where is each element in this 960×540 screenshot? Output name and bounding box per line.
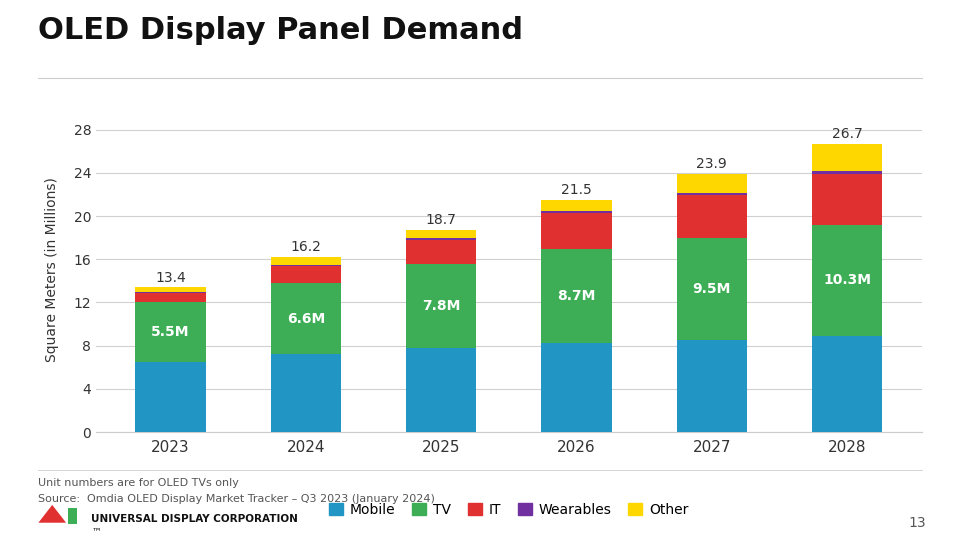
Legend: Mobile, TV, IT, Wearables, Other: Mobile, TV, IT, Wearables, Other <box>324 497 694 522</box>
Bar <box>271 354 341 432</box>
Bar <box>271 283 341 354</box>
Bar <box>541 211 612 213</box>
Bar <box>541 200 612 211</box>
Text: 5.5M: 5.5M <box>151 325 190 339</box>
Bar <box>135 293 205 302</box>
Text: 13: 13 <box>909 516 926 530</box>
Text: 13.4: 13.4 <box>156 271 186 285</box>
Bar <box>677 238 747 340</box>
Text: 9.5M: 9.5M <box>692 282 731 296</box>
Text: 10.3M: 10.3M <box>823 273 871 287</box>
Bar <box>135 302 205 362</box>
Bar <box>271 257 341 265</box>
Text: UNIVERSAL DISPLAY CORPORATION: UNIVERSAL DISPLAY CORPORATION <box>91 515 298 524</box>
Bar <box>406 264 476 348</box>
Bar <box>812 171 882 174</box>
Bar <box>406 238 476 240</box>
Y-axis label: Square Meters (in Millions): Square Meters (in Millions) <box>45 178 60 362</box>
Bar <box>812 174 882 225</box>
Text: 21.5: 21.5 <box>561 183 592 197</box>
Text: Unit numbers are for OLED TVs only: Unit numbers are for OLED TVs only <box>38 478 239 488</box>
Text: 18.7: 18.7 <box>425 213 457 227</box>
Bar <box>812 225 882 336</box>
Bar <box>271 265 341 266</box>
Text: 26.7: 26.7 <box>831 127 862 141</box>
Bar <box>677 174 747 193</box>
Bar <box>541 249 612 343</box>
Bar <box>406 240 476 264</box>
Text: 16.2: 16.2 <box>290 240 322 254</box>
Bar <box>677 195 747 238</box>
Text: OLED Display Panel Demand: OLED Display Panel Demand <box>38 16 523 45</box>
Polygon shape <box>38 505 66 523</box>
Text: 6.6M: 6.6M <box>287 312 324 326</box>
Bar <box>677 193 747 195</box>
Bar <box>135 287 205 292</box>
Text: 23.9: 23.9 <box>696 157 727 171</box>
Bar <box>812 144 882 171</box>
Bar <box>67 508 77 524</box>
Bar <box>406 230 476 238</box>
Bar <box>541 213 612 249</box>
Text: Source:  Omdia OLED Display Market Tracker – Q3 2023 (January 2024): Source: Omdia OLED Display Market Tracke… <box>38 494 435 504</box>
Bar <box>677 340 747 432</box>
Text: ™: ™ <box>91 526 101 536</box>
Text: 7.8M: 7.8M <box>422 299 460 313</box>
Bar <box>541 343 612 432</box>
Text: 8.7M: 8.7M <box>558 289 595 303</box>
Bar <box>135 362 205 432</box>
Bar <box>406 348 476 432</box>
Bar <box>135 292 205 293</box>
Bar <box>271 266 341 283</box>
Bar <box>812 336 882 432</box>
